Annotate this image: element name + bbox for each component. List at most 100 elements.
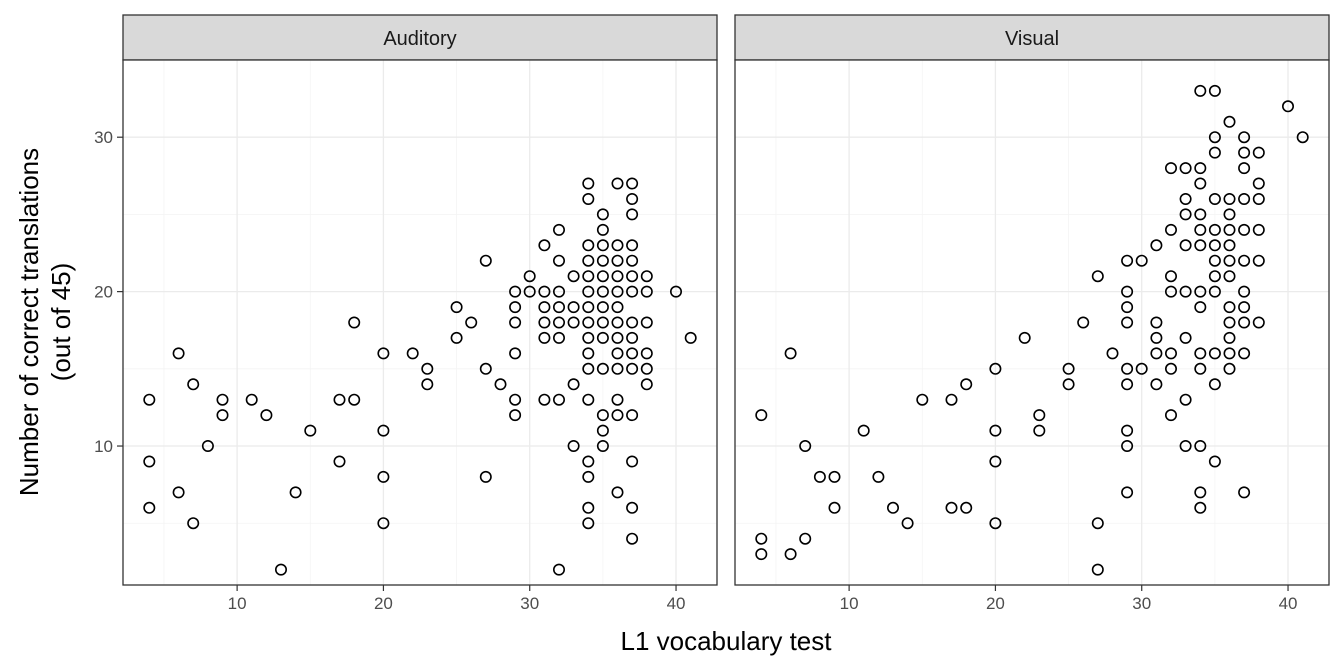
data-point	[1150, 378, 1163, 391]
data-point	[1252, 254, 1265, 267]
facet-strip	[122, 14, 718, 61]
data-point	[582, 193, 595, 206]
data-point	[857, 424, 870, 437]
data-point	[611, 239, 624, 252]
panel-background	[735, 60, 1329, 585]
data-point	[1223, 115, 1236, 128]
data-point	[886, 501, 899, 514]
data-point	[567, 316, 580, 329]
y-tick-label: 30	[94, 128, 113, 147]
data-point	[626, 208, 639, 221]
data-point	[216, 393, 229, 406]
data-point	[523, 270, 536, 283]
data-point	[989, 424, 1002, 437]
data-point	[552, 316, 565, 329]
data-point	[1018, 331, 1031, 344]
data-point	[611, 362, 624, 375]
data-point	[784, 548, 797, 561]
data-point	[348, 316, 361, 329]
data-point	[1091, 270, 1104, 283]
data-point	[596, 316, 609, 329]
data-point	[1194, 362, 1207, 375]
data-point	[1252, 223, 1265, 236]
data-point	[828, 470, 841, 483]
data-point	[1194, 501, 1207, 514]
data-point	[1208, 193, 1221, 206]
data-point	[509, 409, 522, 422]
x-axis-title: L1 vocabulary test	[620, 626, 832, 656]
data-point	[596, 439, 609, 452]
data-point	[567, 378, 580, 391]
data-point	[626, 193, 639, 206]
data-point	[611, 486, 624, 499]
data-point	[1238, 254, 1251, 267]
data-point	[582, 501, 595, 514]
data-point	[1194, 285, 1207, 298]
data-point	[187, 517, 200, 530]
data-point	[626, 409, 639, 422]
data-point	[552, 254, 565, 267]
data-point	[494, 378, 507, 391]
data-point	[450, 301, 463, 314]
x-tick-label: 10	[840, 594, 859, 613]
data-point	[1238, 301, 1251, 314]
data-point	[1062, 378, 1075, 391]
data-point	[143, 455, 156, 468]
data-point	[813, 470, 826, 483]
data-point	[755, 409, 768, 422]
y-axis-title: Number of correct translations (out of 4…	[14, 148, 76, 496]
data-point	[1208, 146, 1221, 159]
data-point	[552, 393, 565, 406]
data-point	[960, 378, 973, 391]
data-point	[755, 532, 768, 545]
data-point	[1194, 239, 1207, 252]
data-point	[1208, 223, 1221, 236]
data-point	[1194, 208, 1207, 221]
data-point	[872, 470, 885, 483]
data-point	[1165, 347, 1178, 360]
data-point	[596, 270, 609, 283]
data-point	[1135, 362, 1148, 375]
data-point	[611, 409, 624, 422]
data-point	[552, 563, 565, 576]
data-point	[611, 316, 624, 329]
data-point	[1208, 270, 1221, 283]
data-point	[1194, 301, 1207, 314]
data-point	[1223, 316, 1236, 329]
data-point	[596, 301, 609, 314]
data-point	[1150, 347, 1163, 360]
data-point	[421, 378, 434, 391]
data-point	[509, 301, 522, 314]
data-point	[1121, 285, 1134, 298]
data-point	[596, 362, 609, 375]
data-point	[916, 393, 929, 406]
data-point	[523, 285, 536, 298]
y-axis-title-line-1: Number of correct translations	[14, 148, 44, 496]
data-point	[377, 470, 390, 483]
data-point	[421, 362, 434, 375]
data-point	[596, 254, 609, 267]
x-tick-label: 20	[986, 594, 1005, 613]
data-point	[1179, 162, 1192, 175]
data-point	[538, 239, 551, 252]
data-point	[1121, 486, 1134, 499]
data-point	[304, 424, 317, 437]
data-point	[1150, 316, 1163, 329]
data-point	[509, 347, 522, 360]
data-point	[626, 455, 639, 468]
data-point	[1223, 331, 1236, 344]
data-point	[626, 331, 639, 344]
data-point	[509, 285, 522, 298]
data-point	[289, 486, 302, 499]
data-point	[1165, 409, 1178, 422]
data-point	[538, 285, 551, 298]
data-point	[143, 501, 156, 514]
data-point	[611, 177, 624, 190]
data-point	[1179, 193, 1192, 206]
data-point	[582, 347, 595, 360]
data-point	[640, 270, 653, 283]
data-point	[626, 532, 639, 545]
data-point	[582, 470, 595, 483]
data-point	[626, 362, 639, 375]
data-point	[1165, 270, 1178, 283]
